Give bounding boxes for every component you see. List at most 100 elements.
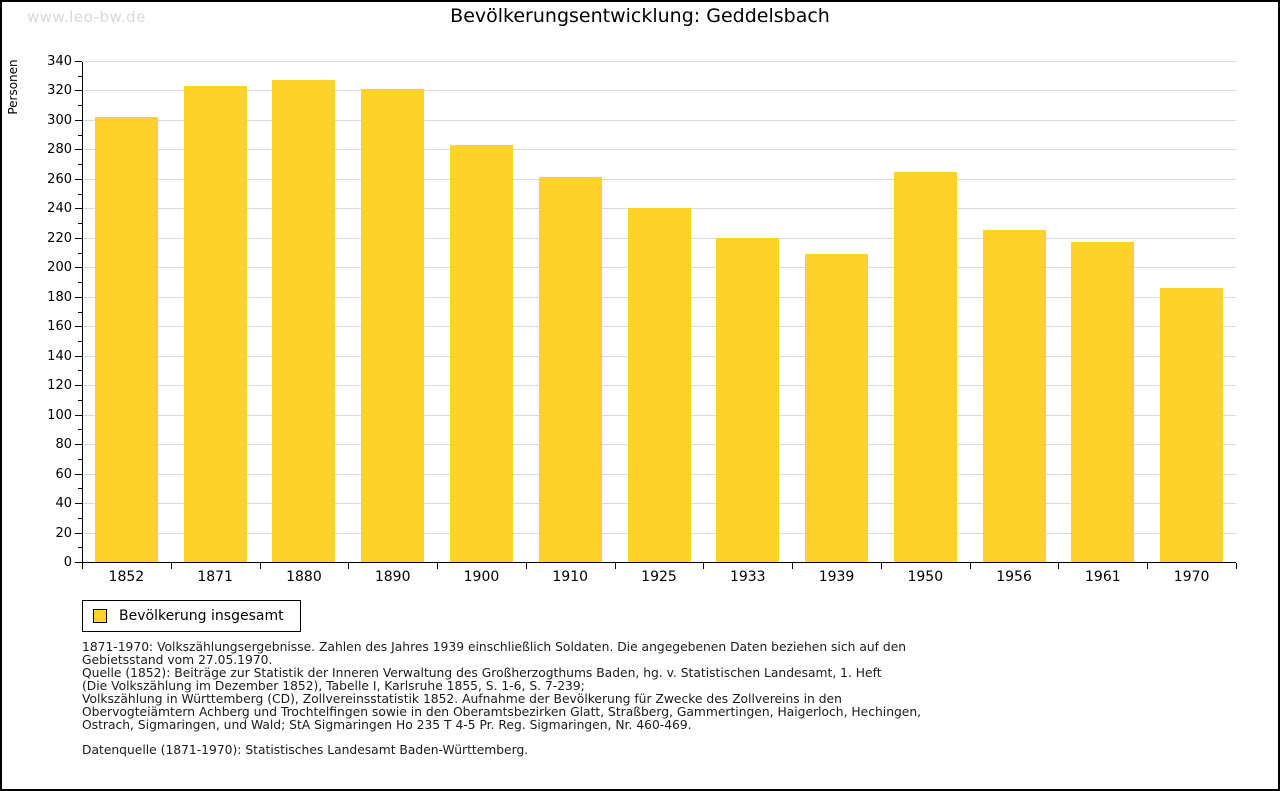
y-tick-label: 80 [55,437,72,453]
gridline [82,178,1236,180]
x-tick-label: 1950 [907,569,944,585]
x-tick-label: 1961 [1085,569,1121,585]
bar [893,172,957,562]
y-tick-minor [78,340,82,342]
legend-swatch-icon [93,609,107,623]
footnote-line: (Die Volkszählung im Dezember 1852), Tab… [82,679,585,693]
bar [1160,288,1224,562]
y-tick-minor [78,547,82,549]
y-tick [75,208,82,210]
x-tick-label: 1925 [641,569,677,585]
y-tick [75,355,82,357]
bar [272,80,336,562]
bar [183,86,247,562]
y-tick [75,473,82,475]
y-tick-label: 180 [47,289,72,305]
x-tick [1147,563,1149,569]
y-tick [75,444,82,446]
x-tick-label: 1890 [374,569,411,585]
y-tick [75,532,82,534]
bar [716,238,780,562]
x-tick [170,563,172,569]
y-tick-minor [78,105,82,107]
bar [361,89,425,562]
plot-area: 0 20 40 60 80 100 120 140 160 180 200 220 240 260 280 3… [47,54,1237,585]
y-tick [75,296,82,298]
y-tick-minor [78,164,82,166]
x-tick [880,563,882,569]
x-tick [525,563,527,569]
y-tick [75,503,82,505]
y-tick-label: 260 [47,171,72,187]
x-tick-label: 1933 [729,569,766,585]
legend: Bevölkerung insgesamt [82,600,301,632]
y-axis-title: Personen [6,59,20,115]
footnote-line: Obervogteiämtern Achberg und Trochtelfin… [82,705,922,719]
footnote-line: Volkszählung in Württemberg (CD), Zollve… [82,692,842,706]
y-tick-label: 140 [47,348,72,364]
footnote-line: Gebietsstand vom 27.05.1970. [82,653,273,667]
gridline [82,149,1236,151]
y-tick-label: 40 [55,496,72,512]
y-tick-label: 200 [47,260,72,276]
y-tick-minor [78,282,82,284]
y-tick-label: 0 [63,555,72,570]
y-tick-minor [78,134,82,136]
bar [982,230,1046,562]
x-tick-label: 1939 [818,569,855,585]
gridline [82,119,1236,121]
y-tick-label: 320 [47,83,72,99]
y-tick-label: 160 [47,319,72,335]
y-tick-label: 60 [55,466,72,482]
y-tick-label: 340 [47,54,72,69]
x-tick [1058,563,1060,569]
x-tick-label: 1910 [552,569,589,585]
y-tick-minor [78,429,82,431]
y-tick [75,61,82,62]
datasource-text: Datenquelle (1871-1970): Statistisches L… [82,743,529,757]
gridline [82,90,1236,92]
x-tick-label: 1956 [996,569,1032,585]
y-tick-label: 20 [55,525,72,541]
footnote-line: Ostrach, Sigmaringen, und Wald; StA Sigm… [82,718,692,732]
bar [449,145,513,562]
y-tick [75,237,82,239]
x-tick-label: 1880 [286,569,322,585]
x-tick-label: 1900 [463,569,500,585]
x-tick-label: 1852 [108,569,145,585]
x-axis-line [82,562,1236,563]
chart-title: Bevölkerungsentwicklung: Geddelsbach [450,5,830,27]
x-tick [969,563,971,569]
x-tick [703,563,705,569]
x-tick [259,563,261,569]
legend-label: Bevölkerung insgesamt [119,608,284,624]
y-tick [75,149,82,151]
bar [627,208,691,562]
x-tick [82,563,83,569]
footnote-line: 1871-1970: Volkszählungsergebnisse. Zahl… [82,640,907,654]
x-tick [1236,563,1237,569]
y-tick-minor [78,517,82,519]
y-tick-minor [78,370,82,372]
bar [538,177,602,562]
x-tick [437,563,439,569]
footnote-text: 1871-1970: Volkszählungsergebnisse. Zahl… [82,641,921,732]
y-tick-label: 120 [47,378,72,394]
y-tick-label: 240 [47,201,72,217]
y-tick-minor [78,252,82,254]
watermark-leo-bw: www.leo-bw.de [27,8,146,26]
x-tick [792,563,794,569]
y-tick [75,119,82,121]
y-axis-line [82,62,83,563]
y-tick [75,178,82,180]
bar [94,117,158,562]
bar [1071,242,1135,562]
footnote-line: Quelle (1852): Beiträge zur Statistik de… [82,666,882,680]
x-tick-label: 1970 [1173,569,1210,585]
bar [805,254,869,562]
y-tick-minor [78,399,82,401]
y-tick [75,385,82,387]
y-tick-label: 100 [47,407,72,423]
y-tick [75,562,82,563]
